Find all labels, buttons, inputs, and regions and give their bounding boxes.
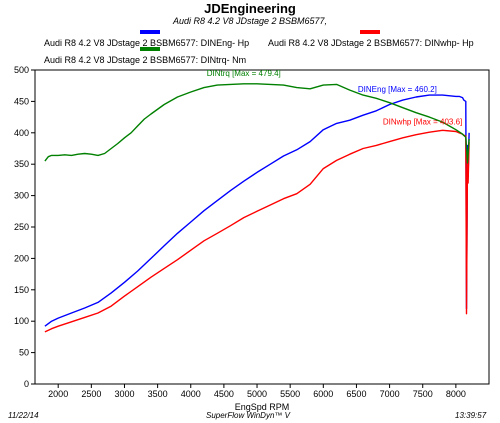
legend-label-dintrq: Audi R8 4.2 V8 JDstage 2 BSBM6577: DINtr…	[44, 55, 247, 65]
y-tick-label: 400	[14, 128, 29, 138]
x-tick-label: 5500	[280, 389, 300, 399]
x-tick-label: 2500	[81, 389, 101, 399]
x-tick-label: 7500	[413, 389, 433, 399]
y-tick-label: 200	[14, 253, 29, 263]
legend-swatch-dinwhp	[360, 30, 380, 34]
y-tick-label: 300	[14, 191, 29, 201]
y-tick-label: 100	[14, 316, 29, 326]
x-tick-label: 7000	[380, 389, 400, 399]
legend-swatch-dineng	[140, 30, 160, 34]
x-tick-label: 8000	[446, 389, 466, 399]
y-tick-label: 50	[19, 348, 29, 358]
x-tick-label: 6500	[346, 389, 366, 399]
series-line-dinwhp	[44, 129, 470, 333]
footer-time: 13:39:57	[455, 411, 487, 420]
annotation-dineng-max: DINEng [Max = 460.2]	[358, 85, 437, 94]
x-tick-label: 3000	[114, 389, 134, 399]
footer-date: 11/22/14	[8, 411, 39, 420]
legend-label-dineng: Audi R8 4.2 V8 JDstage 2 BSBM6577: DINEn…	[44, 38, 250, 48]
annotation-dinwhp-max: DINwhp [Max = 403.6]	[383, 117, 462, 126]
x-axis-label: EngSpd RPM	[235, 402, 290, 412]
series-line-dintrq	[44, 83, 470, 164]
x-tick-label: 4500	[214, 389, 234, 399]
annotation-dintrq-max: DINtrq [Max = 479.4]	[207, 69, 281, 78]
x-tick-label: 5000	[247, 389, 267, 399]
legend-swatch-dintrq	[140, 47, 160, 51]
legend-label-dinwhp: Audi R8 4.2 V8 JDstage 2 BSBM6577: DINwh…	[268, 38, 474, 48]
x-tick-label: 4000	[181, 389, 201, 399]
x-tick-label: 2000	[48, 389, 68, 399]
x-tick-label: 6000	[313, 389, 333, 399]
y-tick-label: 150	[14, 285, 29, 295]
y-tick-label: 250	[14, 222, 29, 232]
y-tick-label: 350	[14, 159, 29, 169]
footer-software: SuperFlow WinDyn™ V	[206, 411, 290, 420]
series-line-dineng	[44, 94, 470, 327]
chart-title: JDEngineering	[204, 1, 296, 16]
chart-subtitle: Audi R8 4.2 V8 JDstage 2 BSBM6577,	[172, 16, 328, 26]
y-tick-label: 500	[14, 65, 29, 75]
x-tick-label: 3500	[148, 389, 168, 399]
y-tick-label: 0	[24, 379, 29, 389]
y-tick-label: 450	[14, 96, 29, 106]
